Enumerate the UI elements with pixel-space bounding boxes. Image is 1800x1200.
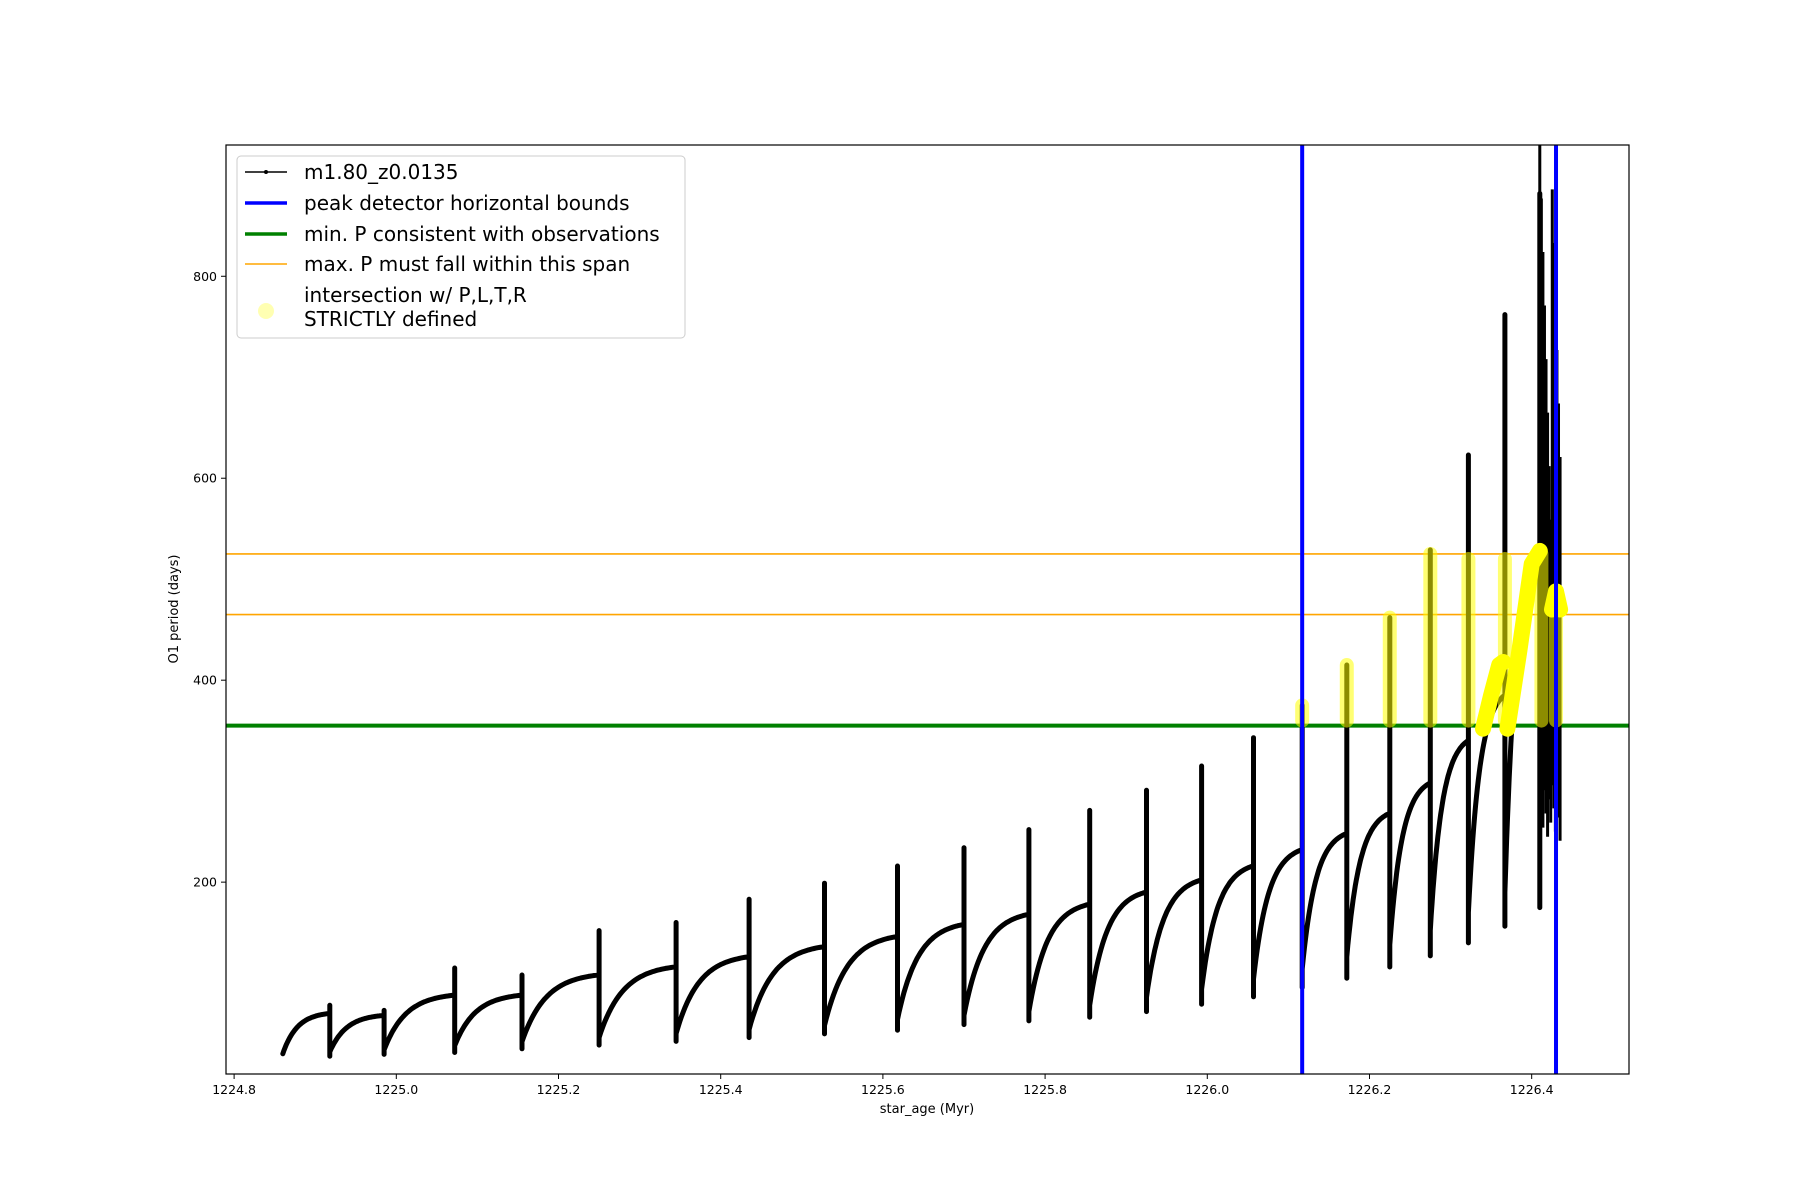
x-tick-label: 1225.4 <box>699 1082 743 1097</box>
x-tick-label: 1226.2 <box>1348 1082 1392 1097</box>
x-tick-label: 1225.0 <box>374 1082 418 1097</box>
vertical-lines <box>1300 145 1559 1074</box>
x-tick-label: 1226.4 <box>1510 1082 1554 1097</box>
legend-swatch-marker <box>264 170 268 174</box>
y-tick-label: 200 <box>193 875 217 890</box>
legend-label: m1.80_z0.0135 <box>304 160 459 184</box>
legend-label: max. P must fall within this span <box>304 252 630 276</box>
legend-label: peak detector horizontal bounds <box>304 191 630 215</box>
axes-frame <box>225 144 1630 1075</box>
x-tick-label: 1225.2 <box>537 1082 581 1097</box>
x-tick-label: 1224.8 <box>212 1082 256 1097</box>
x-tick-label: 1225.8 <box>1023 1082 1067 1097</box>
intersection-highlight-curve <box>1475 654 1512 737</box>
legend-frame <box>236 155 686 339</box>
x-tick-label: 1226.0 <box>1185 1082 1229 1097</box>
y-axis-label: O1 period (days) <box>167 554 182 663</box>
series-line <box>280 191 1543 1059</box>
y-axis-ticks: 200 400 600 800 <box>193 269 226 890</box>
y-tick-label: 400 <box>193 673 217 688</box>
y-tick-label: 600 <box>193 471 217 486</box>
x-tick-label: 1225.6 <box>861 1082 905 1097</box>
x-axis-ticks: 1224.8 1225.0 1225.2 1225.4 1225.6 1225.8 1226… <box>212 1074 1554 1097</box>
legend-label: min. P consistent with observations <box>304 222 660 246</box>
legend-swatch-highlight <box>258 303 274 319</box>
legend-label: intersection w/ P,L,T,R <box>304 283 527 307</box>
x-axis-label: star_age (Myr) <box>880 1102 974 1117</box>
legend-label: STRICTLY defined <box>304 307 477 331</box>
plot-area <box>226 145 1629 1074</box>
intersection-highlight-curve <box>1499 542 1548 737</box>
y-tick-label: 800 <box>193 269 217 284</box>
